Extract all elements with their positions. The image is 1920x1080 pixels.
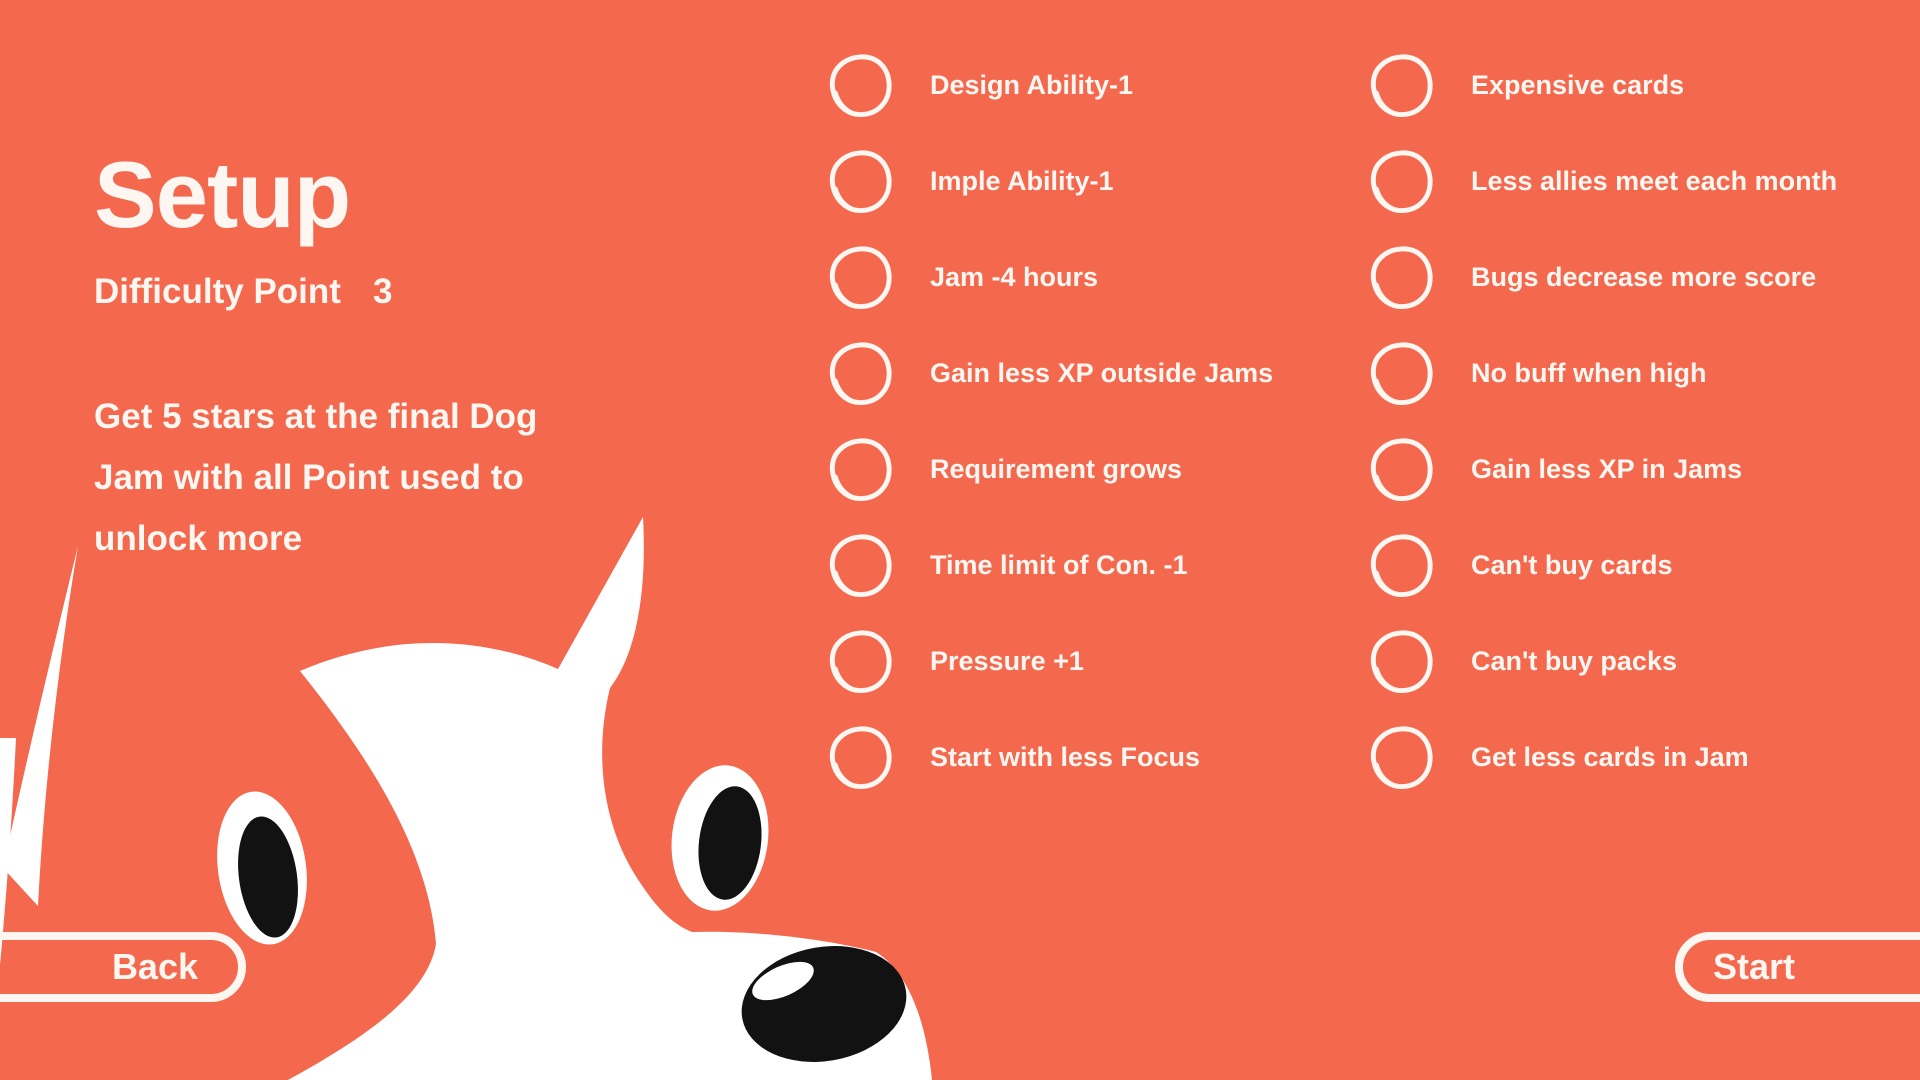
goal-description: Get 5 stars at the final Dog Jam with al… <box>94 386 537 569</box>
option-label: Gain less XP outside Jams <box>930 357 1274 388</box>
option-label: Expensive cards <box>1471 69 1685 100</box>
difficulty-option-left-7[interactable]: Start with less Focus <box>827 709 1273 805</box>
difficulty-option-right-1[interactable]: Less allies meet each month <box>1368 133 1837 229</box>
difficulty-option-right-2[interactable]: Bugs decrease more score <box>1368 229 1837 325</box>
back-button[interactable]: Back <box>0 932 246 1002</box>
dog-nose <box>741 946 907 1062</box>
difficulty-option-right-4[interactable]: Gain less XP in Jams <box>1368 421 1837 517</box>
difficulty-option-left-3[interactable]: Gain less XP outside Jams <box>827 325 1273 421</box>
checkbox-sketch-circle-icon[interactable] <box>827 340 894 407</box>
checkbox-sketch-circle-icon[interactable] <box>827 628 894 695</box>
difficulty-option-right-0[interactable]: Expensive cards <box>1368 37 1837 133</box>
option-label: Requirement grows <box>930 453 1183 484</box>
option-label: Start with less Focus <box>930 741 1201 772</box>
difficulty-options-column-right: Expensive cards Less allies meet each mo… <box>1368 37 1837 805</box>
difficulty-option-right-6[interactable]: Can't buy packs <box>1368 613 1837 709</box>
checkbox-sketch-circle-icon[interactable] <box>1368 532 1435 599</box>
option-label: Can't buy cards <box>1471 549 1673 580</box>
option-label: Design Ability-1 <box>930 69 1134 100</box>
dog-ear-spike-left <box>3 546 78 906</box>
difficulty-option-left-4[interactable]: Requirement grows <box>827 421 1273 517</box>
option-label: Jam -4 hours <box>930 261 1099 292</box>
difficulty-options-column-left: Design Ability-1 Imple Ability-1 Jam -4 … <box>827 37 1273 805</box>
option-label: Time limit of Con. -1 <box>930 549 1188 580</box>
dog-right-eye-white <box>671 765 769 911</box>
option-label: Gain less XP in Jams <box>1471 453 1743 484</box>
goal-description-line: Get 5 stars at the final Dog <box>94 397 538 436</box>
checkbox-sketch-circle-icon[interactable] <box>1368 628 1435 695</box>
goal-description-line: Jam with all Point used to <box>94 458 524 497</box>
checkbox-sketch-circle-icon[interactable] <box>827 436 894 503</box>
difficulty-point-value: 3 <box>372 272 393 311</box>
difficulty-option-right-5[interactable]: Can't buy cards <box>1368 517 1837 613</box>
page-title: Setup <box>94 141 351 247</box>
start-button[interactable]: Start <box>1675 932 1920 1002</box>
checkbox-sketch-circle-icon[interactable] <box>1368 244 1435 311</box>
checkbox-sketch-circle-icon[interactable] <box>1368 436 1435 503</box>
checkbox-sketch-circle-icon[interactable] <box>1368 52 1435 119</box>
dog-left-eye-white <box>217 791 307 945</box>
option-label: Can't buy packs <box>1471 645 1677 676</box>
option-label: No buff when high <box>1471 357 1707 388</box>
checkbox-sketch-circle-icon[interactable] <box>1368 148 1435 215</box>
difficulty-option-left-2[interactable]: Jam -4 hours <box>827 229 1273 325</box>
option-label: Get less cards in Jam <box>1471 741 1749 772</box>
checkbox-sketch-circle-icon[interactable] <box>1368 724 1435 791</box>
checkbox-sketch-circle-icon[interactable] <box>827 244 894 311</box>
option-label: Bugs decrease more score <box>1471 261 1817 292</box>
difficulty-option-right-3[interactable]: No buff when high <box>1368 325 1837 421</box>
difficulty-option-left-5[interactable]: Time limit of Con. -1 <box>827 517 1273 613</box>
checkbox-sketch-circle-icon[interactable] <box>827 724 894 791</box>
difficulty-option-left-6[interactable]: Pressure +1 <box>827 613 1273 709</box>
option-label: Imple Ability-1 <box>930 165 1114 196</box>
checkbox-sketch-circle-icon[interactable] <box>827 52 894 119</box>
dog-nose-highlight <box>752 961 814 1001</box>
dog-right-eye-pupil <box>698 786 762 900</box>
difficulty-option-left-1[interactable]: Imple Ability-1 <box>827 133 1273 229</box>
difficulty-option-left-0[interactable]: Design Ability-1 <box>827 37 1273 133</box>
checkbox-sketch-circle-icon[interactable] <box>827 148 894 215</box>
checkbox-sketch-circle-icon[interactable] <box>1368 340 1435 407</box>
dog-ear-spike-left-lower <box>0 738 16 965</box>
difficulty-point: Difficulty Point 3 <box>94 272 392 312</box>
checkbox-sketch-circle-icon[interactable] <box>827 532 894 599</box>
difficulty-point-label: Difficulty Point <box>94 272 341 311</box>
dog-left-eye-pupil <box>238 816 298 938</box>
option-label: Pressure +1 <box>930 645 1084 676</box>
option-label: Less allies meet each month <box>1471 165 1838 196</box>
goal-description-line: unlock more <box>94 519 303 558</box>
difficulty-option-right-7[interactable]: Get less cards in Jam <box>1368 709 1837 805</box>
